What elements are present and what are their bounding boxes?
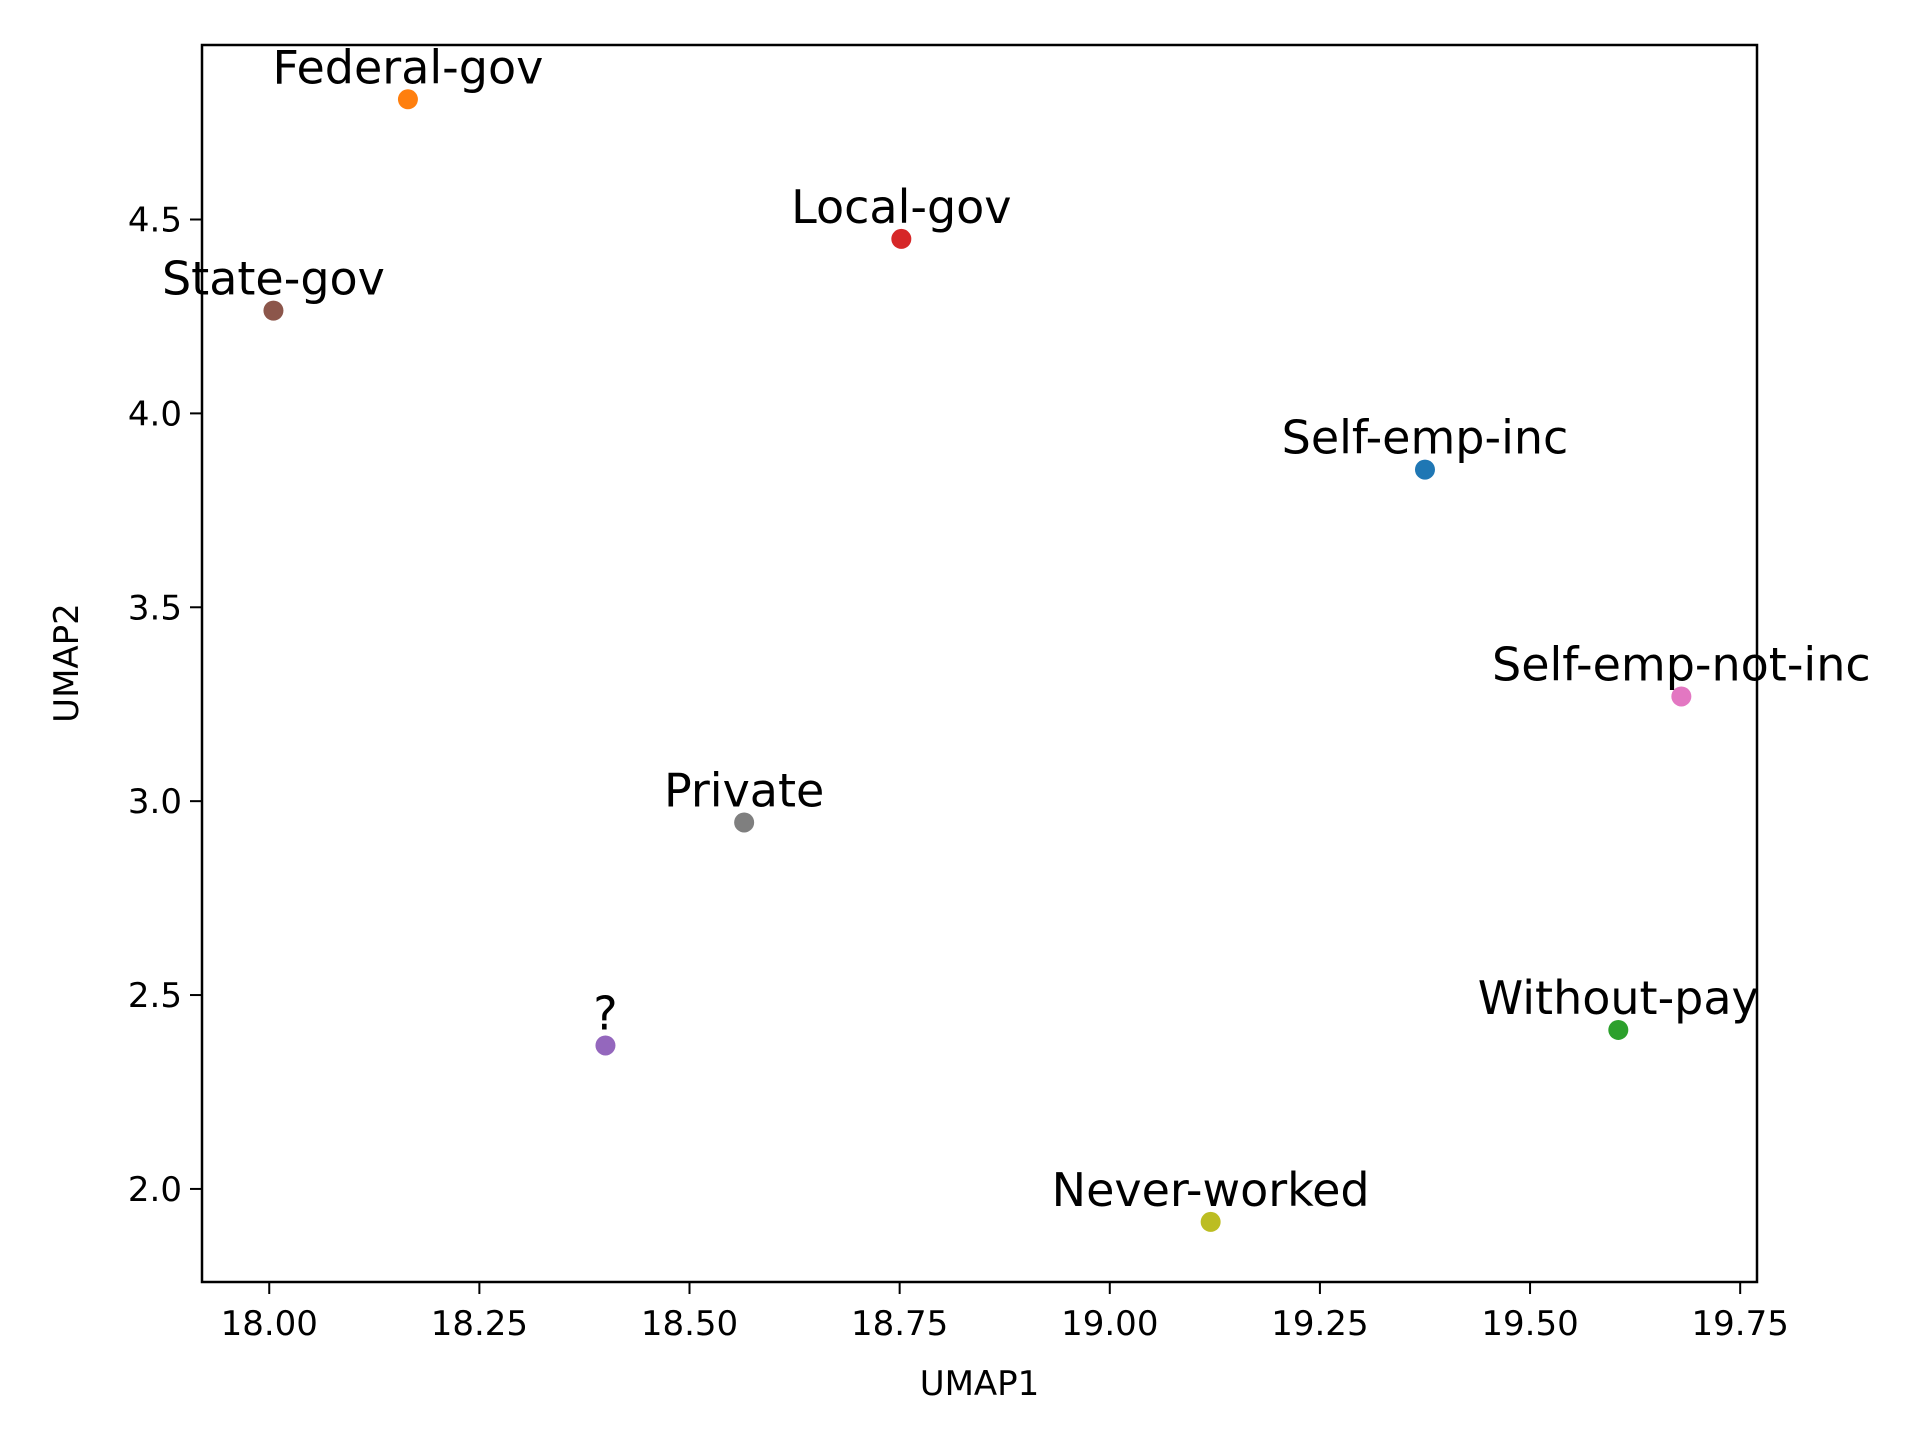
x-tick-label: 18.75	[851, 1304, 948, 1344]
point-label: Self-emp-inc	[1282, 411, 1569, 465]
point-label: ?	[593, 986, 617, 1040]
x-tick-label: 19.50	[1481, 1304, 1578, 1344]
y-tick-label: 3.0	[128, 782, 182, 822]
x-tick-label: 18.00	[221, 1304, 318, 1344]
plot-frame	[200, 43, 1759, 1284]
x-tick-label: 19.25	[1271, 1304, 1368, 1344]
data-point	[595, 1035, 616, 1056]
y-axis-label: UMAP2	[47, 603, 87, 723]
x-axis-label: UMAP1	[920, 1364, 1040, 1404]
point-label: Self-emp-not-inc	[1492, 637, 1871, 691]
x-tick-label: 18.50	[641, 1304, 738, 1344]
y-tick-label: 4.0	[128, 394, 182, 434]
x-tick-label: 19.00	[1061, 1304, 1158, 1344]
point-label: Federal-gov	[273, 40, 544, 94]
y-tick-label: 2.5	[128, 976, 182, 1016]
point-label: State-gov	[162, 252, 385, 306]
point-label: Local-gov	[791, 180, 1011, 234]
data-point	[1200, 1211, 1221, 1232]
data-point	[891, 228, 912, 249]
data-points: Self-emp-inc Federal-gov Without-pay Local-…	[162, 40, 1871, 1232]
data-point	[734, 812, 755, 833]
x-tick-label: 19.75	[1692, 1304, 1789, 1344]
y-tick-label: 2.0	[128, 1170, 182, 1210]
x-axis-ticks: 18.00 18.25 18.50 18.75 19.00 19.25 19.50 19.75	[221, 1282, 1789, 1344]
point-label: Private	[664, 763, 824, 817]
y-axis-ticks: 2.0 2.5 3.0 3.5 4.0 4.5	[128, 200, 202, 1210]
y-tick-label: 4.5	[128, 200, 182, 240]
data-point	[1608, 1019, 1629, 1040]
y-tick-label: 3.5	[128, 588, 182, 628]
x-tick-label: 18.25	[431, 1304, 528, 1344]
point-label: Never-worked	[1052, 1163, 1370, 1217]
data-point	[397, 89, 418, 110]
point-label: Without-pay	[1478, 971, 1759, 1025]
data-point	[263, 300, 284, 321]
data-point	[1671, 686, 1692, 707]
data-point	[1414, 459, 1435, 480]
